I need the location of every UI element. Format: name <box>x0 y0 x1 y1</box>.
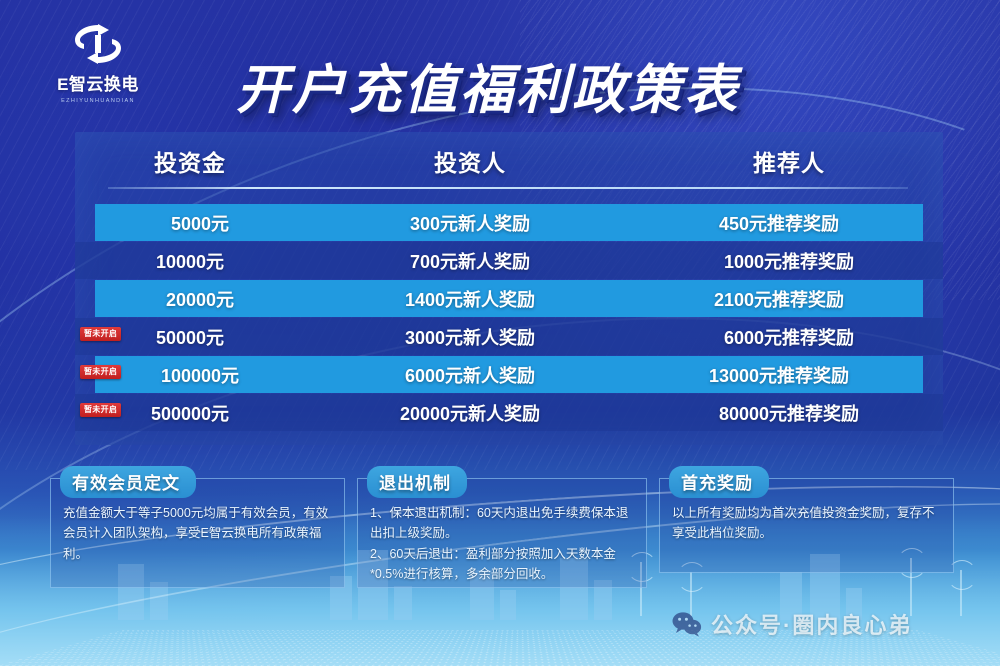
cell-referrer: 450元推荐奖励 <box>718 213 840 234</box>
info-box-exit-mechanism: 退出机制 1、保本退出机制：60天内退出免手续费保本退出扣上级奖励。 2、60天… <box>357 466 647 588</box>
info-box-body: 1、保本退出机制：60天内退出免手续费保本退出扣上级奖励。 2、60天后退出：盈… <box>358 479 646 592</box>
building-shape <box>846 588 862 620</box>
table-row[interactable]: 暂未开启 500000元 20000元新人奖励 80000元推荐奖励 <box>75 394 943 431</box>
cell-investor: 700元新人奖励 <box>409 251 531 272</box>
cell-referrer: 6000元推荐奖励 <box>723 327 855 348</box>
column-header-referrer: 推荐人 <box>753 150 825 176</box>
building-shape <box>594 580 612 620</box>
ezhiyun-swap-logo-icon <box>75 24 121 64</box>
building-shape <box>150 582 168 620</box>
info-box-title: 退出机制 <box>367 466 467 498</box>
table-row[interactable]: 10000元 700元新人奖励 1000元推荐奖励 <box>75 242 943 279</box>
cell-referrer: 1000元推荐奖励 <box>723 251 855 272</box>
status-badge: 暂未开启 <box>80 365 122 379</box>
building-shape <box>394 586 412 620</box>
cell-referrer: 80000元推荐奖励 <box>718 403 860 424</box>
table-row[interactable]: 5000元 300元新人奖励 450元推荐奖励 <box>95 204 923 241</box>
wind-turbine-icon <box>947 560 977 616</box>
building-shape <box>810 554 840 620</box>
wind-turbine-icon <box>677 562 707 616</box>
table-row[interactable]: 暂未开启 50000元 3000元新人奖励 6000元推荐奖励 <box>75 318 943 355</box>
cell-invest: 10000元 <box>155 251 225 272</box>
status-badge: 暂未开启 <box>80 403 122 417</box>
watermark-text: 公众号·圈内良心弟 <box>711 613 913 638</box>
table-row[interactable]: 暂未开启 100000元 6000元新人奖励 13000元推荐奖励 <box>80 356 923 393</box>
cell-investor: 3000元新人奖励 <box>404 327 536 348</box>
cell-investor: 6000元新人奖励 <box>404 365 536 386</box>
building-shape <box>470 570 494 620</box>
info-box-paragraph: 充值金额大于等子5000元均属于有效会员，有效会员计入团队架构，享受E智云换电所… <box>63 506 329 561</box>
status-badge: 暂未开启 <box>80 327 122 341</box>
wind-turbine-icon <box>627 552 657 616</box>
cell-investor: 1400元新人奖励 <box>404 289 536 310</box>
info-box-title: 有效会员定文 <box>60 466 196 498</box>
info-box-valid-member: 有效会员定文 充值金额大于等子5000元均属于有效会员，有效会员计入团队架构，享… <box>50 466 345 588</box>
cell-invest: 20000元 <box>165 289 235 310</box>
info-box-paragraph: 以上所有奖励均为首次充值投资金奖励，复存不享受此档位奖励。 <box>672 506 935 541</box>
watermark: 公众号·圈内良心弟 <box>672 608 912 640</box>
cell-investor: 300元新人奖励 <box>409 213 531 234</box>
page-title: 开户充值福利政策表 <box>236 61 740 120</box>
header-divider <box>108 187 908 189</box>
brand-name: E智云换电 <box>57 75 139 94</box>
info-box-paragraph: 1、保本退出机制：60天内退出免手续费保本退出扣上级奖励。 2、60天后退出：盈… <box>370 506 629 581</box>
info-box-body: 充值金额大于等子5000元均属于有效会员，有效会员计入团队架构，享受E智云换电所… <box>51 479 344 572</box>
info-box-body: 以上所有奖励均为首次充值投资金奖励，复存不享受此档位奖励。 <box>660 479 953 552</box>
city-skyline-band <box>0 516 1000 666</box>
column-header-invest: 投资金 <box>154 150 226 176</box>
wind-turbine-icon <box>897 548 927 616</box>
cell-referrer: 13000元推荐奖励 <box>708 365 850 386</box>
brand-pinyin: EZHIYUNHUANDIAN <box>61 98 135 104</box>
building-shape <box>118 564 144 620</box>
table-body: 5000元 300元新人奖励 450元推荐奖励 10000元 700元新人奖励 … <box>75 204 943 432</box>
info-box-title: 首充奖励 <box>669 466 769 498</box>
cell-referrer: 2100元推荐奖励 <box>713 289 845 310</box>
building-shape <box>780 572 802 620</box>
table-header-row: 投资金 投资人 推荐人 <box>75 140 943 182</box>
building-shape <box>560 558 588 620</box>
info-box-first-charge-reward: 首充奖励 以上所有奖励均为首次充值投资金奖励，复存不享受此档位奖励。 <box>659 466 954 573</box>
cell-investor: 20000元新人奖励 <box>399 403 541 424</box>
building-shape <box>500 590 516 620</box>
cell-invest: 500000元 <box>150 403 230 424</box>
cell-invest: 50000元 <box>155 327 225 348</box>
cell-invest: 100000元 <box>160 365 240 386</box>
table-row[interactable]: 20000元 1400元新人奖励 2100元推荐奖励 <box>95 280 923 317</box>
brand-logo: E智云换电 EZHIYUNHUANDIAN <box>38 22 158 104</box>
column-header-investor: 投资人 <box>434 150 506 176</box>
wechat-icon <box>672 612 702 637</box>
building-shape <box>358 550 388 620</box>
policy-table-panel: 投资金 投资人 推荐人 5000元 300元新人奖励 450元推荐奖励 1000… <box>75 132 943 445</box>
cell-invest: 5000元 <box>170 213 230 234</box>
